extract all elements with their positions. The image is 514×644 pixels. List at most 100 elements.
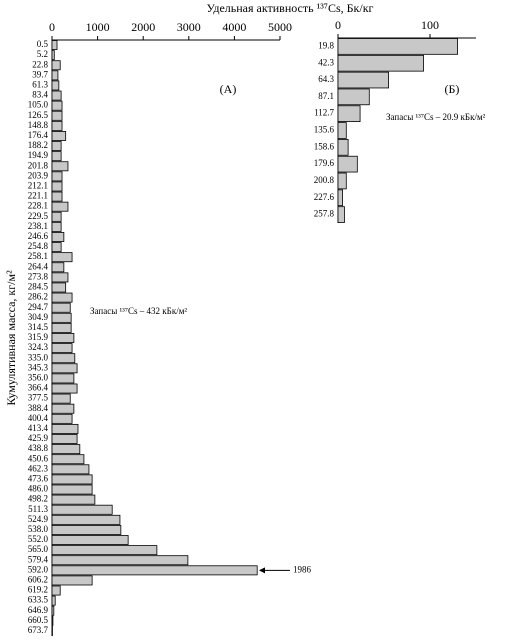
bar <box>52 323 71 332</box>
y-tick-label: 264.4 <box>28 261 49 271</box>
y-tick-label: 83.4 <box>32 90 48 100</box>
y-tick-label: 633.5 <box>28 595 49 605</box>
bar <box>52 566 257 575</box>
bar <box>52 41 57 50</box>
bar <box>52 81 59 90</box>
bar <box>52 152 61 161</box>
bar <box>338 106 360 122</box>
y-tick-label: 673.7 <box>28 625 49 635</box>
bar <box>52 414 72 423</box>
y-tick-label: 366.4 <box>28 383 49 393</box>
y-tick-label: 238.1 <box>28 221 48 231</box>
bar <box>52 303 70 312</box>
x-tick-label: 4000 <box>222 20 246 34</box>
y-tick-label: 61.3 <box>32 80 48 90</box>
y-tick-label: 203.9 <box>28 170 49 180</box>
bar <box>338 39 458 55</box>
y-tick-label: 345.3 <box>28 362 49 372</box>
y-tick-label: 425.9 <box>28 433 49 443</box>
bar <box>52 515 120 524</box>
y-tick-label: 228.1 <box>28 201 48 211</box>
bar <box>52 344 72 353</box>
bar <box>52 91 61 100</box>
bar <box>52 525 121 534</box>
bar <box>52 384 77 393</box>
y-tick-label: 565.0 <box>28 544 49 554</box>
bar <box>52 455 84 464</box>
y-tick-label: 473.6 <box>28 473 49 483</box>
y-tick-label: 254.8 <box>28 241 49 251</box>
y-tick-label: 148.8 <box>28 120 49 130</box>
y-tick-label: 377.5 <box>28 393 49 403</box>
bar <box>52 111 62 120</box>
bar <box>52 475 92 484</box>
bar <box>52 142 61 151</box>
y-tick-label: 112.7 <box>314 108 334 118</box>
bar <box>52 101 62 110</box>
x-tick-label: 2000 <box>131 20 155 34</box>
bar <box>52 313 71 322</box>
y-tick-label: 201.8 <box>28 160 49 170</box>
bar <box>52 131 66 140</box>
bar <box>52 283 66 292</box>
bar <box>52 162 68 171</box>
y-tick-label: 19.8 <box>318 40 334 50</box>
y-tick-label: 257.8 <box>314 209 335 219</box>
bar <box>52 556 188 565</box>
y-tick-label: 286.2 <box>28 292 48 302</box>
y-tick-label: 592.0 <box>28 564 49 574</box>
bar <box>52 364 77 373</box>
y-tick-label: 314.5 <box>28 322 49 332</box>
bar <box>52 495 95 504</box>
y-tick-label: 356.0 <box>28 372 49 382</box>
y-tick-label: 188.2 <box>28 140 48 150</box>
bar <box>338 207 344 223</box>
bar <box>52 172 62 181</box>
bar <box>52 51 54 60</box>
y-tick-label: 212.1 <box>28 181 48 191</box>
y-tick-label: 486.0 <box>28 484 49 494</box>
bar <box>52 424 78 433</box>
x-tick-label: 1000 <box>86 20 110 34</box>
y-tick-label: 400.4 <box>28 413 49 423</box>
x-axis-label: Удельная активность ¹³⁷Cs, Бк/кг <box>207 1 374 15</box>
y-axis-label: Кумулятивная масса, кг/м² <box>4 270 18 406</box>
bar <box>52 354 75 363</box>
bar <box>338 89 369 105</box>
y-tick-label: 606.2 <box>28 575 48 585</box>
y-tick-label: 619.2 <box>28 585 48 595</box>
y-tick-label: 538.0 <box>28 524 49 534</box>
bar <box>52 465 89 474</box>
y-tick-label: 221.1 <box>28 191 48 201</box>
annotation: 1986 <box>293 564 312 574</box>
y-tick-label: 335.0 <box>28 352 49 362</box>
bar <box>52 61 60 70</box>
bar <box>52 535 128 544</box>
y-tick-label: 660.5 <box>28 615 49 625</box>
y-tick-label: 105.0 <box>28 100 49 110</box>
bar <box>52 606 54 615</box>
bar <box>52 71 58 80</box>
x-tick-label: 0 <box>49 20 55 34</box>
panel-label: (Б) <box>445 82 460 96</box>
bar <box>52 333 74 342</box>
y-tick-label: 87.1 <box>318 91 334 101</box>
y-tick-label: 42.3 <box>318 57 334 67</box>
x-tick-label: 5000 <box>268 20 292 34</box>
bar <box>52 596 55 605</box>
y-tick-label: 315.9 <box>28 332 49 342</box>
bar <box>52 546 157 555</box>
y-tick-label: 0.5 <box>37 39 49 49</box>
y-tick-label: 126.5 <box>28 110 49 120</box>
y-tick-label: 304.9 <box>28 312 49 322</box>
bar <box>338 173 346 189</box>
x-tick-label: 3000 <box>177 20 201 34</box>
bar <box>52 243 61 252</box>
bar <box>52 404 74 413</box>
y-tick-label: 64.3 <box>318 74 334 84</box>
bar <box>52 121 62 130</box>
annotation: Запасы ¹³⁷Cs – 20.9 кБк/м² <box>386 112 486 122</box>
bar <box>52 263 64 272</box>
y-tick-label: 246.6 <box>28 231 49 241</box>
bar <box>52 273 68 282</box>
